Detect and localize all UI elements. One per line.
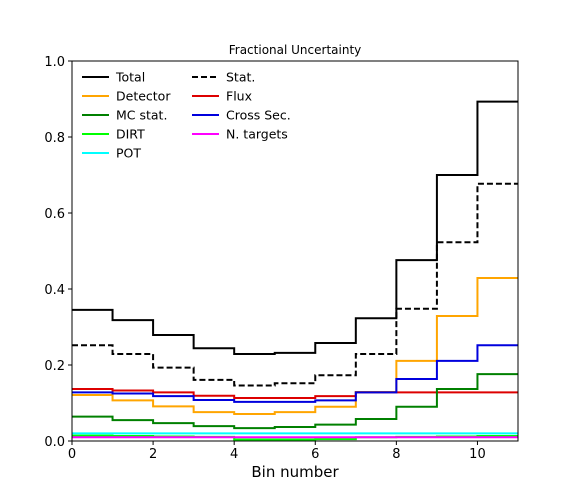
series-layer — [72, 100, 518, 441]
y-tick-label: 0.6 — [44, 207, 65, 222]
legend-label-flux: Flux — [226, 89, 252, 104]
y-tick-label: 0.8 — [44, 131, 65, 146]
series-line-stat — [72, 182, 518, 387]
y-tick-label: 1.0 — [44, 55, 65, 70]
legend-label-stat: Stat. — [226, 70, 255, 85]
y-tick-label: 0.2 — [44, 359, 65, 374]
x-tick-label: 10 — [469, 447, 486, 462]
series-line-detector — [72, 276, 518, 416]
series-line-total — [72, 100, 518, 355]
legend-label-cross-sec: Cross Sec. — [226, 108, 291, 123]
legend-label-n-targets: N. targets — [226, 127, 288, 142]
x-tick-label: 6 — [311, 447, 319, 462]
legend: Total Detector MC stat. DIRT POT Stat. Flux Cro… — [82, 70, 291, 161]
series-line-flux — [72, 387, 518, 400]
x-tick-label: 0 — [68, 447, 76, 462]
series-line-mc-stat — [72, 373, 518, 430]
x-axis-label: Bin number — [251, 463, 339, 481]
legend-label-total: Total — [115, 70, 145, 85]
x-tick-label: 4 — [230, 447, 238, 462]
legend-label-detector: Detector — [116, 89, 171, 104]
y-axis: 0.0 0.2 0.4 0.6 0.8 1.0 — [44, 55, 72, 450]
plot-frame — [71, 60, 519, 442]
x-axis: 0 2 4 6 8 10 — [68, 441, 486, 462]
y-tick-label: 0.4 — [44, 283, 65, 298]
y-tick-label: 0.0 — [44, 435, 65, 450]
x-tick-label: 2 — [149, 447, 157, 462]
legend-label-mc-stat: MC stat. — [116, 108, 167, 123]
x-tick-label: 8 — [392, 447, 400, 462]
legend-label-pot: POT — [116, 146, 141, 161]
chart-title: Fractional Uncertainty — [229, 43, 362, 57]
series-line-cross-sec — [72, 344, 518, 403]
legend-label-dirt: DIRT — [116, 127, 145, 142]
